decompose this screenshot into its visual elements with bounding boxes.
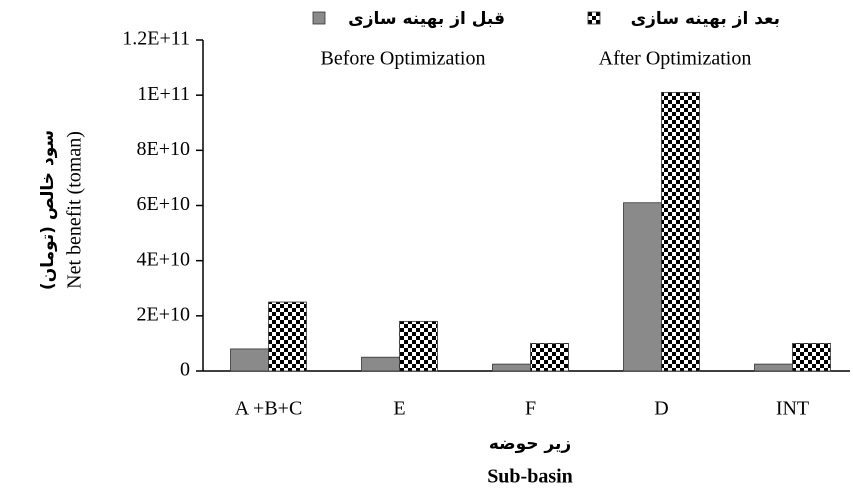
bar <box>623 202 662 372</box>
y-label-fa: سود خالص (تومان) <box>38 130 58 290</box>
x-tick-label: E <box>393 398 405 420</box>
y-tick-label: 4E+10 <box>137 248 191 270</box>
y-label: Net benefit (toman) <box>64 131 86 289</box>
bar <box>754 363 793 372</box>
legend-label: After Optimization <box>599 48 752 70</box>
legend-label-fa: قبل از بهینه سازی <box>348 9 505 29</box>
legend-swatch <box>312 11 326 25</box>
x-tick-label: INT <box>776 398 809 420</box>
bar <box>230 348 269 372</box>
x-tick-label: A +B+C <box>235 398 303 420</box>
y-tick-label: 1E+11 <box>137 83 190 105</box>
y-tick-label: 2E+10 <box>137 303 191 325</box>
x-tick-label: F <box>525 398 536 420</box>
bar <box>661 92 700 372</box>
bar <box>361 356 400 372</box>
legend-swatch <box>587 11 601 25</box>
y-tick-label: 6E+10 <box>137 193 191 215</box>
y-tick-label: 1.2E+11 <box>122 28 190 50</box>
bar <box>268 301 307 372</box>
y-tick-label: 0 <box>180 359 190 381</box>
bar <box>399 320 438 372</box>
x-tick-label: D <box>654 398 668 420</box>
y-tick-label: 8E+10 <box>137 138 191 160</box>
bar <box>492 363 531 372</box>
bar <box>792 343 831 372</box>
x-label-fa: زیر حوضه <box>489 434 571 454</box>
bar <box>530 343 569 372</box>
x-label: Sub-basin <box>487 466 573 488</box>
legend-label: Before Optimization <box>321 48 486 70</box>
legend-label-fa: بعد از بهینه سازی <box>631 9 780 29</box>
